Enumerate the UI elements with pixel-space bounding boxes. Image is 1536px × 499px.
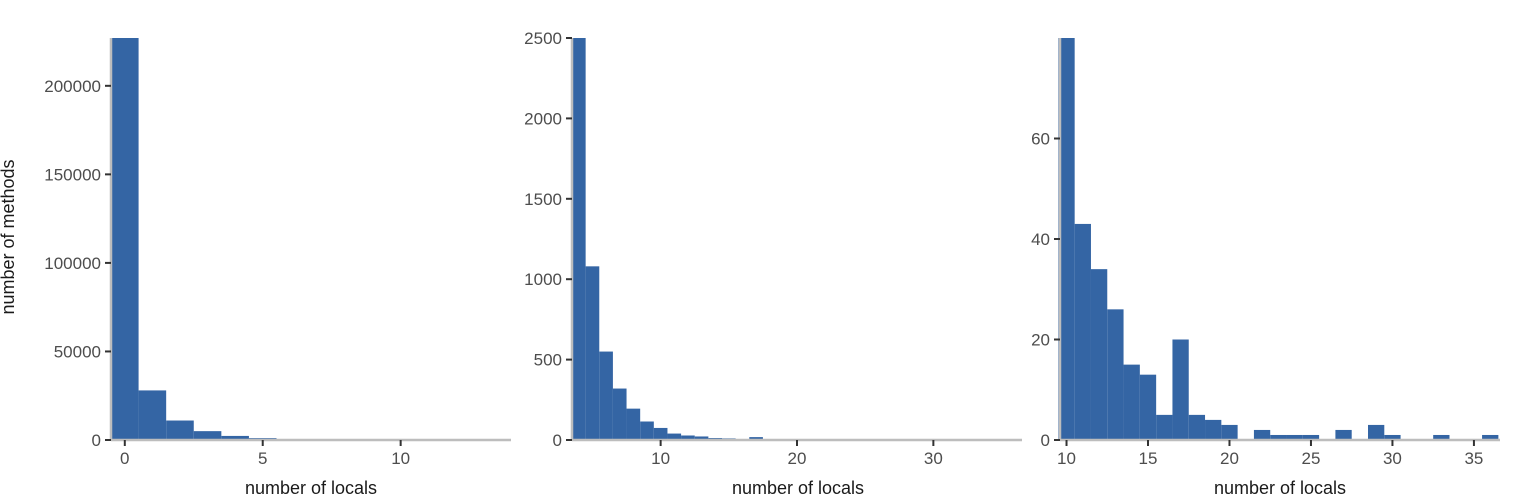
y-tick-label: 150000 — [44, 165, 101, 184]
x-tick-label: 20 — [1220, 449, 1239, 468]
histogram-bar — [749, 437, 763, 440]
x-axis-title: number of locals — [732, 478, 864, 498]
histogram-panel-1: 0 50000 100000 150000 200000 0 5 10 number of lo… — [0, 38, 511, 498]
histogram-bar — [138, 390, 167, 440]
histogram-bar — [1368, 424, 1385, 440]
y-axis-title: number of methods — [0, 159, 18, 314]
x-tick-label: 10 — [1057, 449, 1076, 468]
histogram-bar — [1221, 424, 1238, 440]
histogram-panel-2: 0 500 1000 1500 2000 2500 10 20 30 number of loca… — [524, 29, 1022, 498]
y-tick-label: 0 — [92, 431, 101, 450]
histogram-bar — [166, 420, 194, 440]
histogram-bar — [221, 435, 249, 440]
x-tick-label: 0 — [120, 449, 129, 468]
x-tick-label: 20 — [788, 449, 807, 468]
y-tick-label: 2500 — [524, 29, 562, 48]
histogram-bar — [667, 433, 682, 440]
y-tick-label: 60 — [1031, 130, 1050, 149]
histogram-bar — [1074, 223, 1091, 440]
histogram-bar — [1482, 434, 1499, 440]
y-tick-label: 50000 — [54, 342, 101, 361]
y-tick-label: 40 — [1031, 230, 1050, 249]
histogram-bar — [1188, 414, 1206, 440]
x-tick-label: 25 — [1302, 449, 1321, 468]
histogram-bar — [612, 388, 627, 440]
x-tick-label: 10 — [391, 449, 410, 468]
histogram-bar — [1172, 339, 1189, 440]
histogram-bar — [1107, 309, 1124, 440]
histogram-bar — [1335, 429, 1352, 440]
histogram-bar — [599, 351, 613, 440]
histogram-bar — [640, 421, 654, 440]
histogram-bar — [1090, 269, 1108, 440]
histogram-bar — [193, 431, 222, 440]
histogram-bar — [1123, 364, 1140, 440]
x-tick-label: 30 — [1383, 449, 1402, 468]
x-tick-label: 5 — [258, 449, 267, 468]
y-tick-label: 1000 — [524, 270, 562, 289]
histogram-panel-3: 0 20 40 60 10 15 20 25 30 35 number of locals — [1031, 38, 1500, 498]
histogram-bar — [1270, 434, 1287, 440]
histogram-bar — [1302, 434, 1320, 440]
histogram-bar — [653, 427, 668, 440]
histogram-bar — [111, 38, 139, 440]
x-axis-title: number of locals — [245, 478, 377, 498]
histogram-bar — [1058, 38, 1075, 440]
x-tick-label: 15 — [1139, 449, 1158, 468]
histogram-bar — [681, 435, 695, 440]
y-tick-label: 500 — [534, 351, 562, 370]
histogram-bar — [1433, 434, 1450, 440]
y-tick-label: 0 — [553, 431, 562, 450]
y-tick-label: 20 — [1031, 331, 1050, 350]
x-tick-label: 10 — [651, 449, 670, 468]
histogram-bar — [694, 436, 709, 440]
histogram-bar — [1205, 419, 1222, 440]
histogram-bar — [1384, 434, 1401, 440]
histogram-bar — [1253, 429, 1271, 440]
histogram-bar — [1286, 434, 1303, 440]
histogram-bar — [1156, 414, 1173, 440]
y-tick-label: 100000 — [44, 254, 101, 273]
x-tick-label: 30 — [924, 449, 943, 468]
histogram-bar — [572, 38, 586, 440]
x-tick-label: 35 — [1464, 449, 1483, 468]
y-tick-label: 200000 — [44, 77, 101, 96]
histogram-bar — [626, 408, 641, 440]
x-axis-title: number of locals — [1214, 478, 1346, 498]
y-tick-label: 1500 — [524, 190, 562, 209]
y-tick-label: 2000 — [524, 109, 562, 128]
y-tick-label: 0 — [1041, 431, 1050, 450]
histogram-bar — [1139, 374, 1157, 440]
histogram-bar — [585, 266, 600, 440]
